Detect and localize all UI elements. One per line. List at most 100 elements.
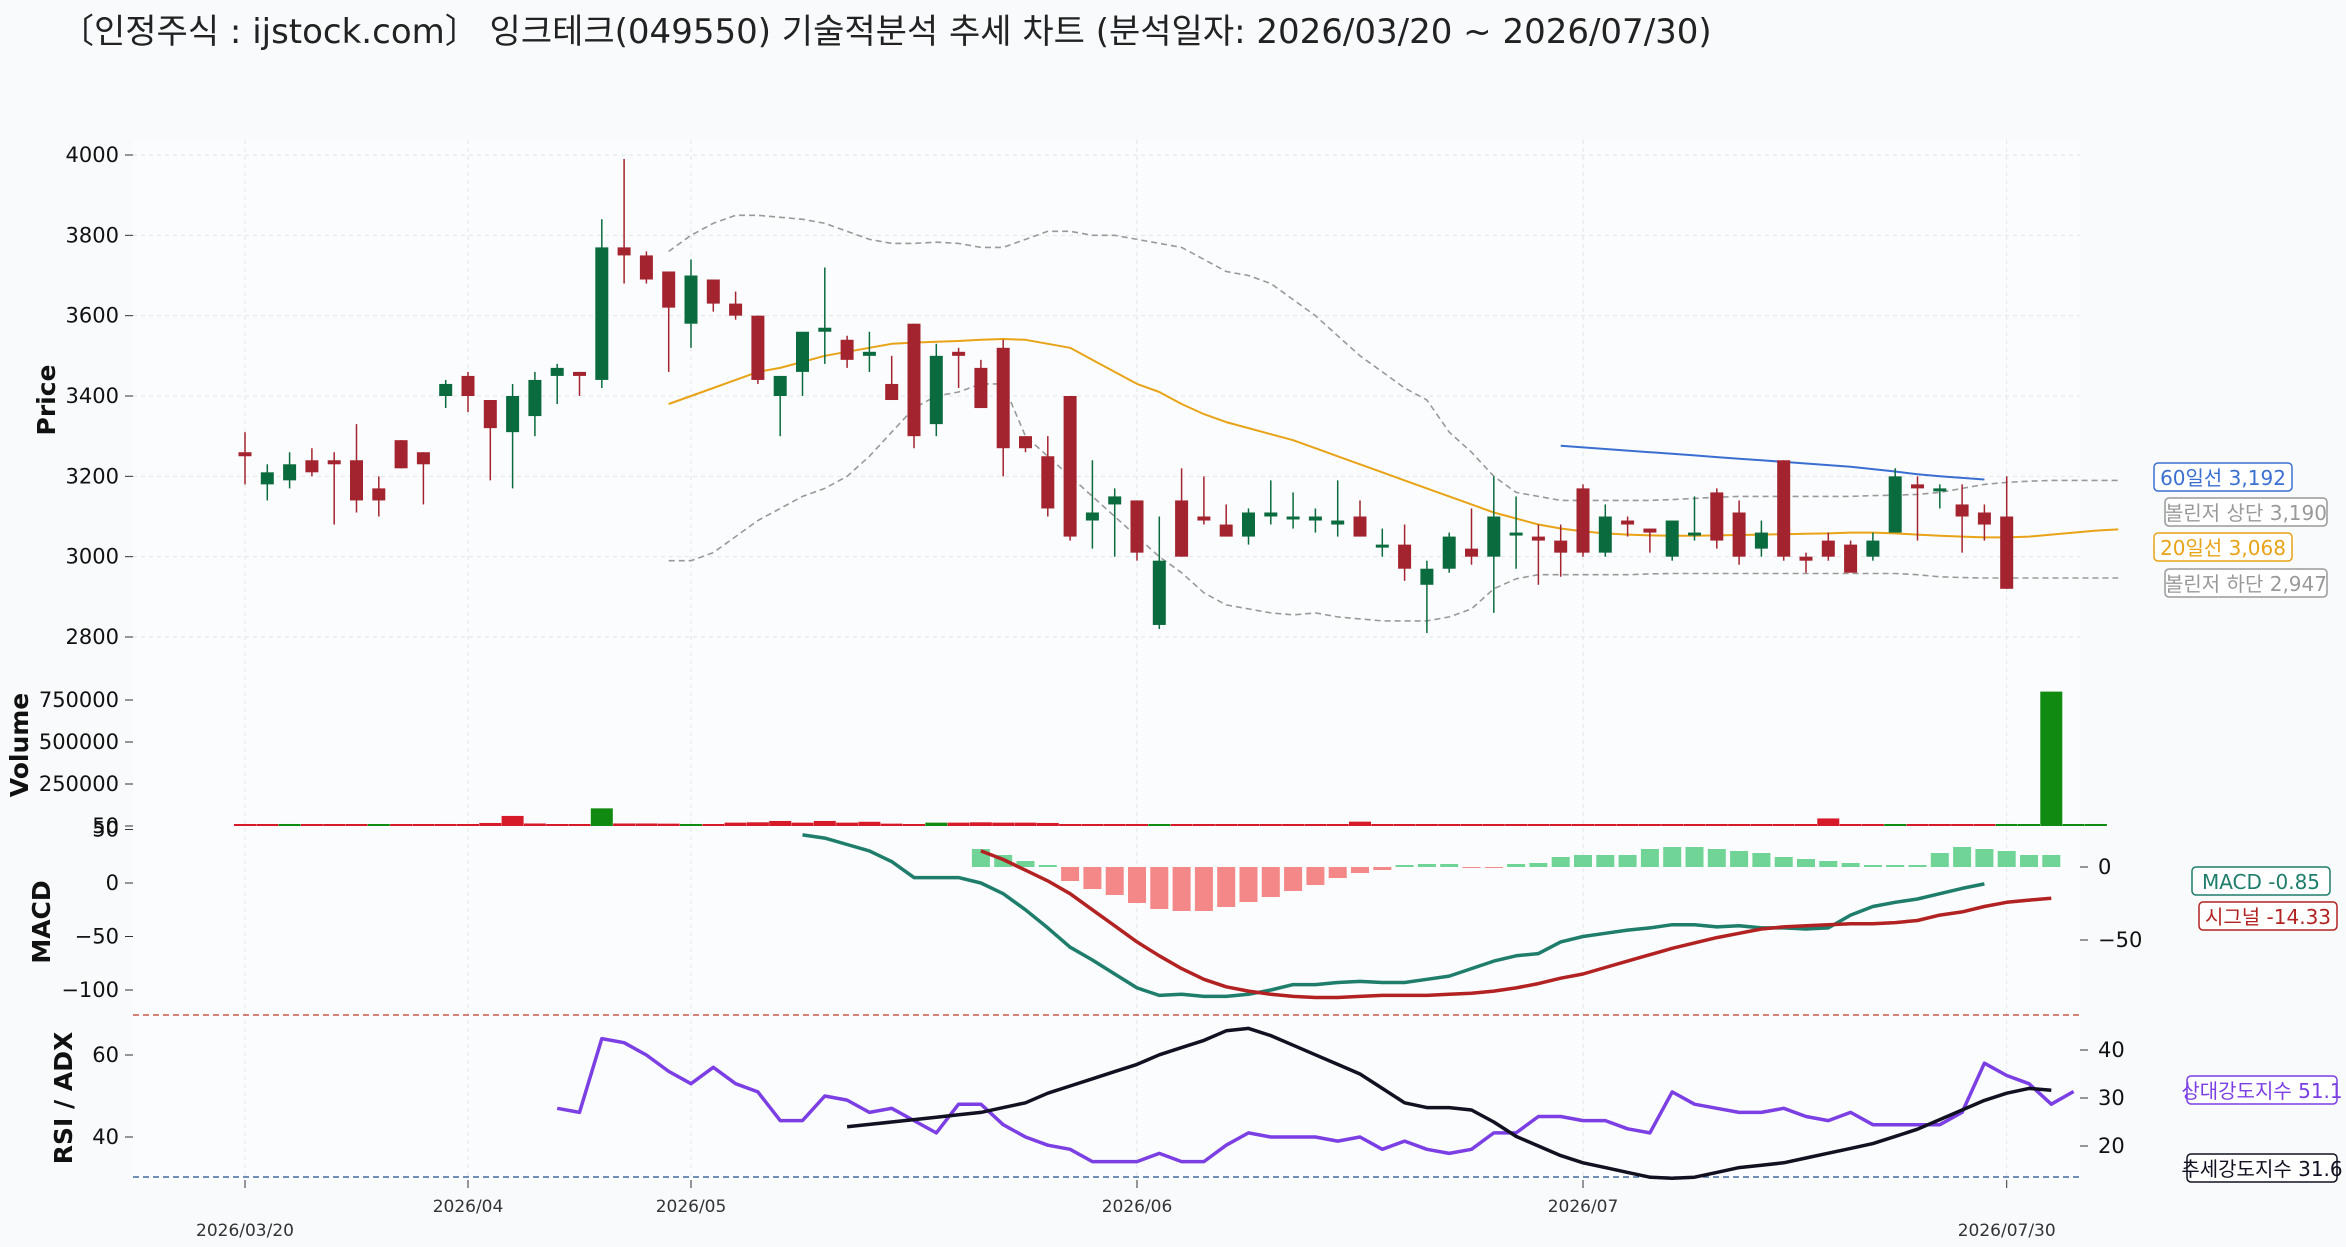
candle-body bbox=[372, 488, 386, 501]
macd-label: MACD -0.85 bbox=[2202, 870, 2320, 894]
candle-body bbox=[1598, 516, 1612, 553]
candle-body bbox=[350, 460, 363, 501]
chart-marks bbox=[234, 159, 2119, 1180]
volume-bar bbox=[1795, 824, 1817, 826]
candle-body bbox=[840, 339, 854, 360]
macd-histogram-bar bbox=[1596, 855, 1615, 867]
candle-body bbox=[1732, 512, 1746, 557]
candle-body bbox=[1621, 520, 1635, 525]
volume-bar bbox=[1482, 824, 1505, 826]
volume-bar bbox=[278, 823, 301, 826]
macd-histogram-bar bbox=[1440, 864, 1459, 867]
macd-histogram-bar bbox=[1016, 861, 1035, 867]
macd-histogram-bar bbox=[1529, 863, 1548, 867]
candle-body bbox=[1710, 492, 1724, 541]
volume-bar bbox=[412, 824, 435, 826]
candle-body bbox=[1509, 532, 1523, 536]
macd-histogram-bar bbox=[1707, 849, 1726, 867]
volume-bar bbox=[903, 824, 925, 826]
candle-body bbox=[2000, 516, 2014, 589]
volume-bar bbox=[791, 822, 814, 826]
volume-bar bbox=[746, 822, 769, 826]
volume-bar bbox=[1772, 824, 1795, 826]
grid-lines bbox=[133, 140, 2080, 1180]
volume-bar bbox=[1349, 821, 1371, 826]
bb-upper-label: 볼린저 상단 3,190 bbox=[2165, 501, 2327, 525]
candle-body bbox=[1041, 456, 1055, 509]
candle-body bbox=[818, 327, 832, 332]
volume-bar bbox=[1884, 824, 1907, 826]
candle-body bbox=[1531, 536, 1545, 541]
x-tick-label: 2026/03/20 bbox=[196, 1221, 294, 1241]
volume-bar bbox=[992, 822, 1015, 826]
macd-histogram-bar bbox=[1128, 867, 1146, 903]
volume-tick-label: 500000 bbox=[39, 730, 119, 754]
candle-body bbox=[1821, 540, 1835, 557]
volume-bar bbox=[702, 824, 725, 826]
macd-tick-label: 0 bbox=[106, 871, 119, 895]
volume-bar bbox=[568, 824, 591, 826]
volume-bar bbox=[1661, 824, 1684, 826]
rsi-adx-axis-label: RSI / ADX bbox=[49, 1032, 78, 1164]
volume-bar bbox=[657, 823, 680, 826]
candle-body bbox=[1019, 436, 1032, 449]
x-tick-label: 2026/04 bbox=[433, 1197, 504, 1217]
macd-histogram-bar bbox=[1863, 865, 1882, 867]
candle-body bbox=[1799, 556, 1813, 561]
ma60-label: 60일선 3,192 bbox=[2160, 466, 2286, 490]
macd-histogram-bar bbox=[1618, 855, 1637, 867]
candle-body bbox=[483, 400, 497, 429]
volume-bar bbox=[1282, 824, 1305, 826]
candle-body bbox=[1576, 488, 1590, 553]
macd-histogram-bar bbox=[1373, 867, 1392, 870]
macd-histogram-bar bbox=[1484, 867, 1503, 868]
macd-tick-label: 50 bbox=[92, 818, 119, 842]
candle-body bbox=[394, 440, 408, 469]
candle-body bbox=[1152, 560, 1166, 625]
volume-bar bbox=[1549, 824, 1572, 826]
macd-histogram-bar bbox=[1797, 859, 1815, 867]
volume-bar bbox=[613, 823, 636, 826]
macd-histogram-bar bbox=[1997, 851, 2016, 867]
macd-axis-label: MACD bbox=[27, 880, 56, 963]
volume-bar bbox=[1237, 824, 1260, 826]
volume-bar bbox=[345, 824, 368, 826]
volume-bar bbox=[590, 808, 613, 826]
volume-axis-label: Volume bbox=[5, 693, 34, 798]
rsi-tick-label: 40 bbox=[92, 1125, 119, 1149]
volume-bar bbox=[1371, 824, 1394, 826]
candle-body bbox=[1331, 520, 1345, 525]
macd-histogram-bar bbox=[1150, 867, 1169, 909]
adx-tick-label: 30 bbox=[2098, 1086, 2125, 1110]
volume-tick-label: 750000 bbox=[39, 688, 119, 712]
macd-histogram-bar bbox=[1574, 855, 1592, 867]
rsi-tick-label: 60 bbox=[92, 1043, 119, 1067]
macd-histogram-bar bbox=[1953, 847, 1972, 867]
candle-body bbox=[1754, 532, 1768, 549]
price-tick-label: 3000 bbox=[66, 545, 119, 569]
macd-histogram-bar bbox=[1061, 867, 1080, 881]
macd-histogram-bar bbox=[1395, 865, 1414, 867]
macd-histogram-bar bbox=[1551, 857, 1570, 867]
macd-histogram-bar bbox=[1306, 867, 1325, 885]
volume-bar bbox=[1839, 824, 1862, 826]
volume-bar bbox=[1505, 824, 1528, 826]
volume-bar bbox=[1728, 824, 1751, 826]
volume-bar bbox=[947, 822, 970, 826]
candle-body bbox=[1777, 460, 1791, 557]
candle-body bbox=[617, 247, 631, 256]
volume-bar bbox=[390, 824, 413, 826]
volume-bar bbox=[1861, 824, 1884, 826]
candle-body bbox=[1643, 528, 1657, 533]
candle-body bbox=[1554, 540, 1568, 553]
candle-body bbox=[1175, 500, 1189, 557]
candle-body bbox=[1308, 516, 1322, 521]
macd-histogram-bar bbox=[1663, 847, 1682, 867]
candle-body bbox=[305, 460, 319, 473]
candle-body bbox=[1688, 532, 1701, 536]
macd-histogram-bar bbox=[2042, 855, 2061, 867]
volume-bar bbox=[501, 815, 524, 826]
macd-histogram-bar bbox=[1930, 853, 1949, 867]
rsi-label: 상대강도지수 51.1 bbox=[2181, 1079, 2342, 1103]
volume-bar bbox=[1906, 824, 1929, 826]
